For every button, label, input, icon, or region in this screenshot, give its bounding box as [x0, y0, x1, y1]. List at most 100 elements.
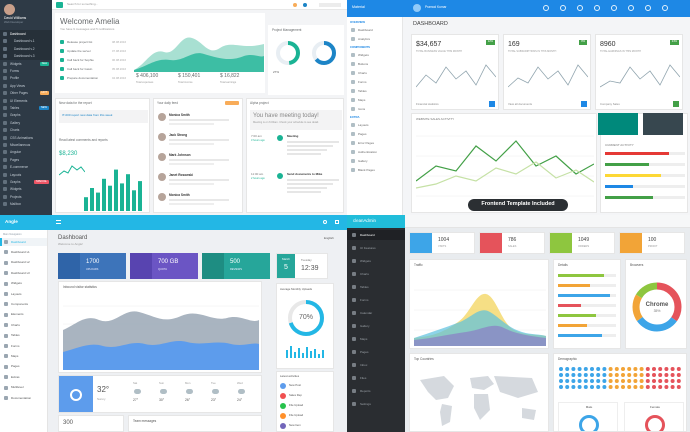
sidebar-item[interactable] — [0, 238, 47, 246]
toolbar-icon[interactable] — [628, 5, 634, 11]
feed-author[interactable]: Jack Strong — [169, 133, 188, 137]
task-checkbox[interactable] — [60, 40, 64, 44]
task-checkbox[interactable] — [60, 58, 64, 62]
sidebar-item[interactable]: E-commerce — [0, 163, 52, 171]
sidebar-item[interactable]: Widgets New — [0, 60, 52, 68]
sidebar-item[interactable]: Analytics — [358, 36, 371, 41]
language-select[interactable]: English — [324, 236, 334, 240]
sidebar-item[interactable]: Angular — [0, 148, 52, 156]
toolbar-icon[interactable] — [560, 5, 566, 11]
sidebar-item[interactable]: App Views — [0, 82, 52, 90]
stat-widget[interactable]: 786 SALES — [479, 232, 545, 254]
sidebar-item[interactable]: Dashboard — [358, 27, 373, 32]
expand-icon[interactable] — [335, 220, 339, 224]
user-name[interactable]: David Williams — [4, 16, 27, 20]
sidebar-item[interactable]: CSS Animations — [0, 134, 52, 142]
profile-name[interactable]: Pramod Kumar — [425, 5, 447, 9]
sidebar-item[interactable]: Dashboard v.3 — [0, 52, 52, 61]
feed-author[interactable]: Janet Rosowski — [169, 173, 194, 177]
stat-tile[interactable]: 700 GB QUOTA — [130, 253, 198, 279]
brand-logo[interactable]: Angle — [5, 219, 18, 224]
kpi-button[interactable] — [673, 101, 679, 107]
sidebar-item[interactable]: Miscellaneous — [0, 141, 52, 149]
bell-icon[interactable] — [303, 3, 307, 7]
activity-label[interactable]: New Item — [289, 423, 301, 427]
sidebar-item[interactable]: Forms — [0, 67, 52, 75]
sidebar-item[interactable]: Widgets — [0, 185, 52, 193]
sidebar-item[interactable]: Buttons — [358, 61, 369, 66]
brand-logo[interactable]: cleanAdmin — [353, 218, 376, 223]
search-icon[interactable] — [323, 220, 327, 224]
sidebar-item[interactable]: Tables NEW — [0, 104, 52, 112]
sidebar-item[interactable]: Layouts — [0, 171, 52, 179]
logout-button[interactable] — [319, 3, 341, 7]
sidebar-item[interactable]: Charts — [0, 126, 52, 134]
task-checkbox[interactable] — [60, 67, 64, 71]
search-input[interactable]: Search for something... — [67, 2, 99, 6]
feed-author[interactable]: Monica Smith — [169, 193, 190, 197]
activity-label[interactable]: File Upload — [289, 403, 304, 407]
menu-toggle-button[interactable] — [56, 2, 63, 8]
envelope-icon[interactable] — [293, 3, 297, 7]
sidebar-item[interactable]: Dashboard — [0, 30, 52, 38]
stat-widget[interactable]: 100 PROFIT — [619, 232, 685, 254]
sidebar-item[interactable]: Charts — [358, 70, 367, 75]
sidebar-item[interactable]: Gallery — [0, 119, 52, 127]
avatar[interactable] — [158, 133, 166, 141]
sidebar-item[interactable]: Forms — [358, 79, 367, 84]
sidebar-item[interactable]: Dashboard v.1 — [0, 37, 52, 46]
dark-widget[interactable] — [643, 113, 683, 135]
sidebar-item[interactable]: Icons — [358, 106, 366, 111]
sidebar-item[interactable]: Profile — [0, 74, 52, 82]
activity-label[interactable]: New Post — [289, 383, 301, 387]
task-checkbox[interactable] — [60, 49, 64, 53]
activity-label[interactable]: File Upload — [289, 413, 304, 417]
toolbar-icon[interactable] — [662, 5, 668, 11]
sidebar-item[interactable]: UI Elements — [0, 97, 52, 105]
sidebar-item[interactable]: Blank Pages — [358, 167, 375, 172]
sidebar-item[interactable]: Maps — [358, 97, 366, 102]
feed-author[interactable]: Monica Smith — [169, 113, 190, 117]
toolbar-icon[interactable] — [611, 5, 617, 11]
kpi-link[interactable]: Company Sales — [600, 102, 620, 106]
avatar[interactable] — [158, 113, 166, 121]
sidebar-item[interactable]: Mailbox — [0, 200, 52, 208]
feed-author[interactable]: Mark Johnson — [169, 153, 191, 157]
menu-icon[interactable] — [56, 220, 61, 224]
stat-widget[interactable]: 1049 ORDERS — [549, 232, 615, 254]
stat-tile[interactable]: 500 REVIEWS — [202, 253, 270, 279]
sidebar-item[interactable]: Projects — [0, 193, 52, 201]
sidebar-item[interactable]: Dashboard v.2 — [0, 44, 52, 53]
sidebar-item[interactable]: Graphs SPECIAL — [0, 178, 52, 186]
task-checkbox[interactable] — [60, 76, 64, 80]
kpi-button[interactable] — [489, 101, 495, 107]
kpi-link[interactable]: Financial statistics — [416, 102, 439, 106]
teal-widget[interactable] — [598, 113, 638, 135]
sidebar-item[interactable] — [347, 230, 405, 240]
sidebar-item[interactable]: Widgets — [358, 52, 369, 57]
toolbar-icon[interactable] — [594, 5, 600, 11]
avatar[interactable] — [4, 4, 15, 15]
toolbar-icon[interactable] — [577, 5, 583, 11]
new-data-text[interactable]: IT-000 report new data from this week — [62, 113, 113, 117]
sidebar-item[interactable]: Graphs — [0, 111, 52, 119]
stat-widget[interactable]: 1004 VISITS — [409, 232, 475, 254]
sidebar-item[interactable]: Error Pages — [358, 140, 375, 145]
activity-label[interactable]: Sales Rep — [289, 393, 302, 397]
brand-logo[interactable]: Material — [352, 5, 365, 9]
sidebar-item[interactable]: Gallery — [358, 158, 368, 163]
sidebar-item[interactable]: Layouts — [358, 122, 369, 127]
avatar[interactable] — [413, 4, 421, 12]
kpi-button[interactable] — [581, 101, 587, 107]
sidebar-item[interactable]: Other Pages HOT — [0, 89, 52, 97]
sidebar-item[interactable]: Pages — [0, 156, 52, 164]
toolbar-icon[interactable] — [543, 5, 549, 11]
sidebar-item[interactable]: Tables — [358, 88, 367, 93]
kpi-link[interactable]: View all documents — [508, 102, 533, 106]
stat-tile[interactable]: 1700 UPLOADS — [58, 253, 126, 279]
sidebar-item[interactable]: Pages — [358, 131, 367, 136]
toolbar-icon[interactable] — [645, 5, 651, 11]
avatar[interactable] — [158, 173, 166, 181]
avatar[interactable] — [158, 153, 166, 161]
avatar[interactable] — [158, 193, 166, 201]
